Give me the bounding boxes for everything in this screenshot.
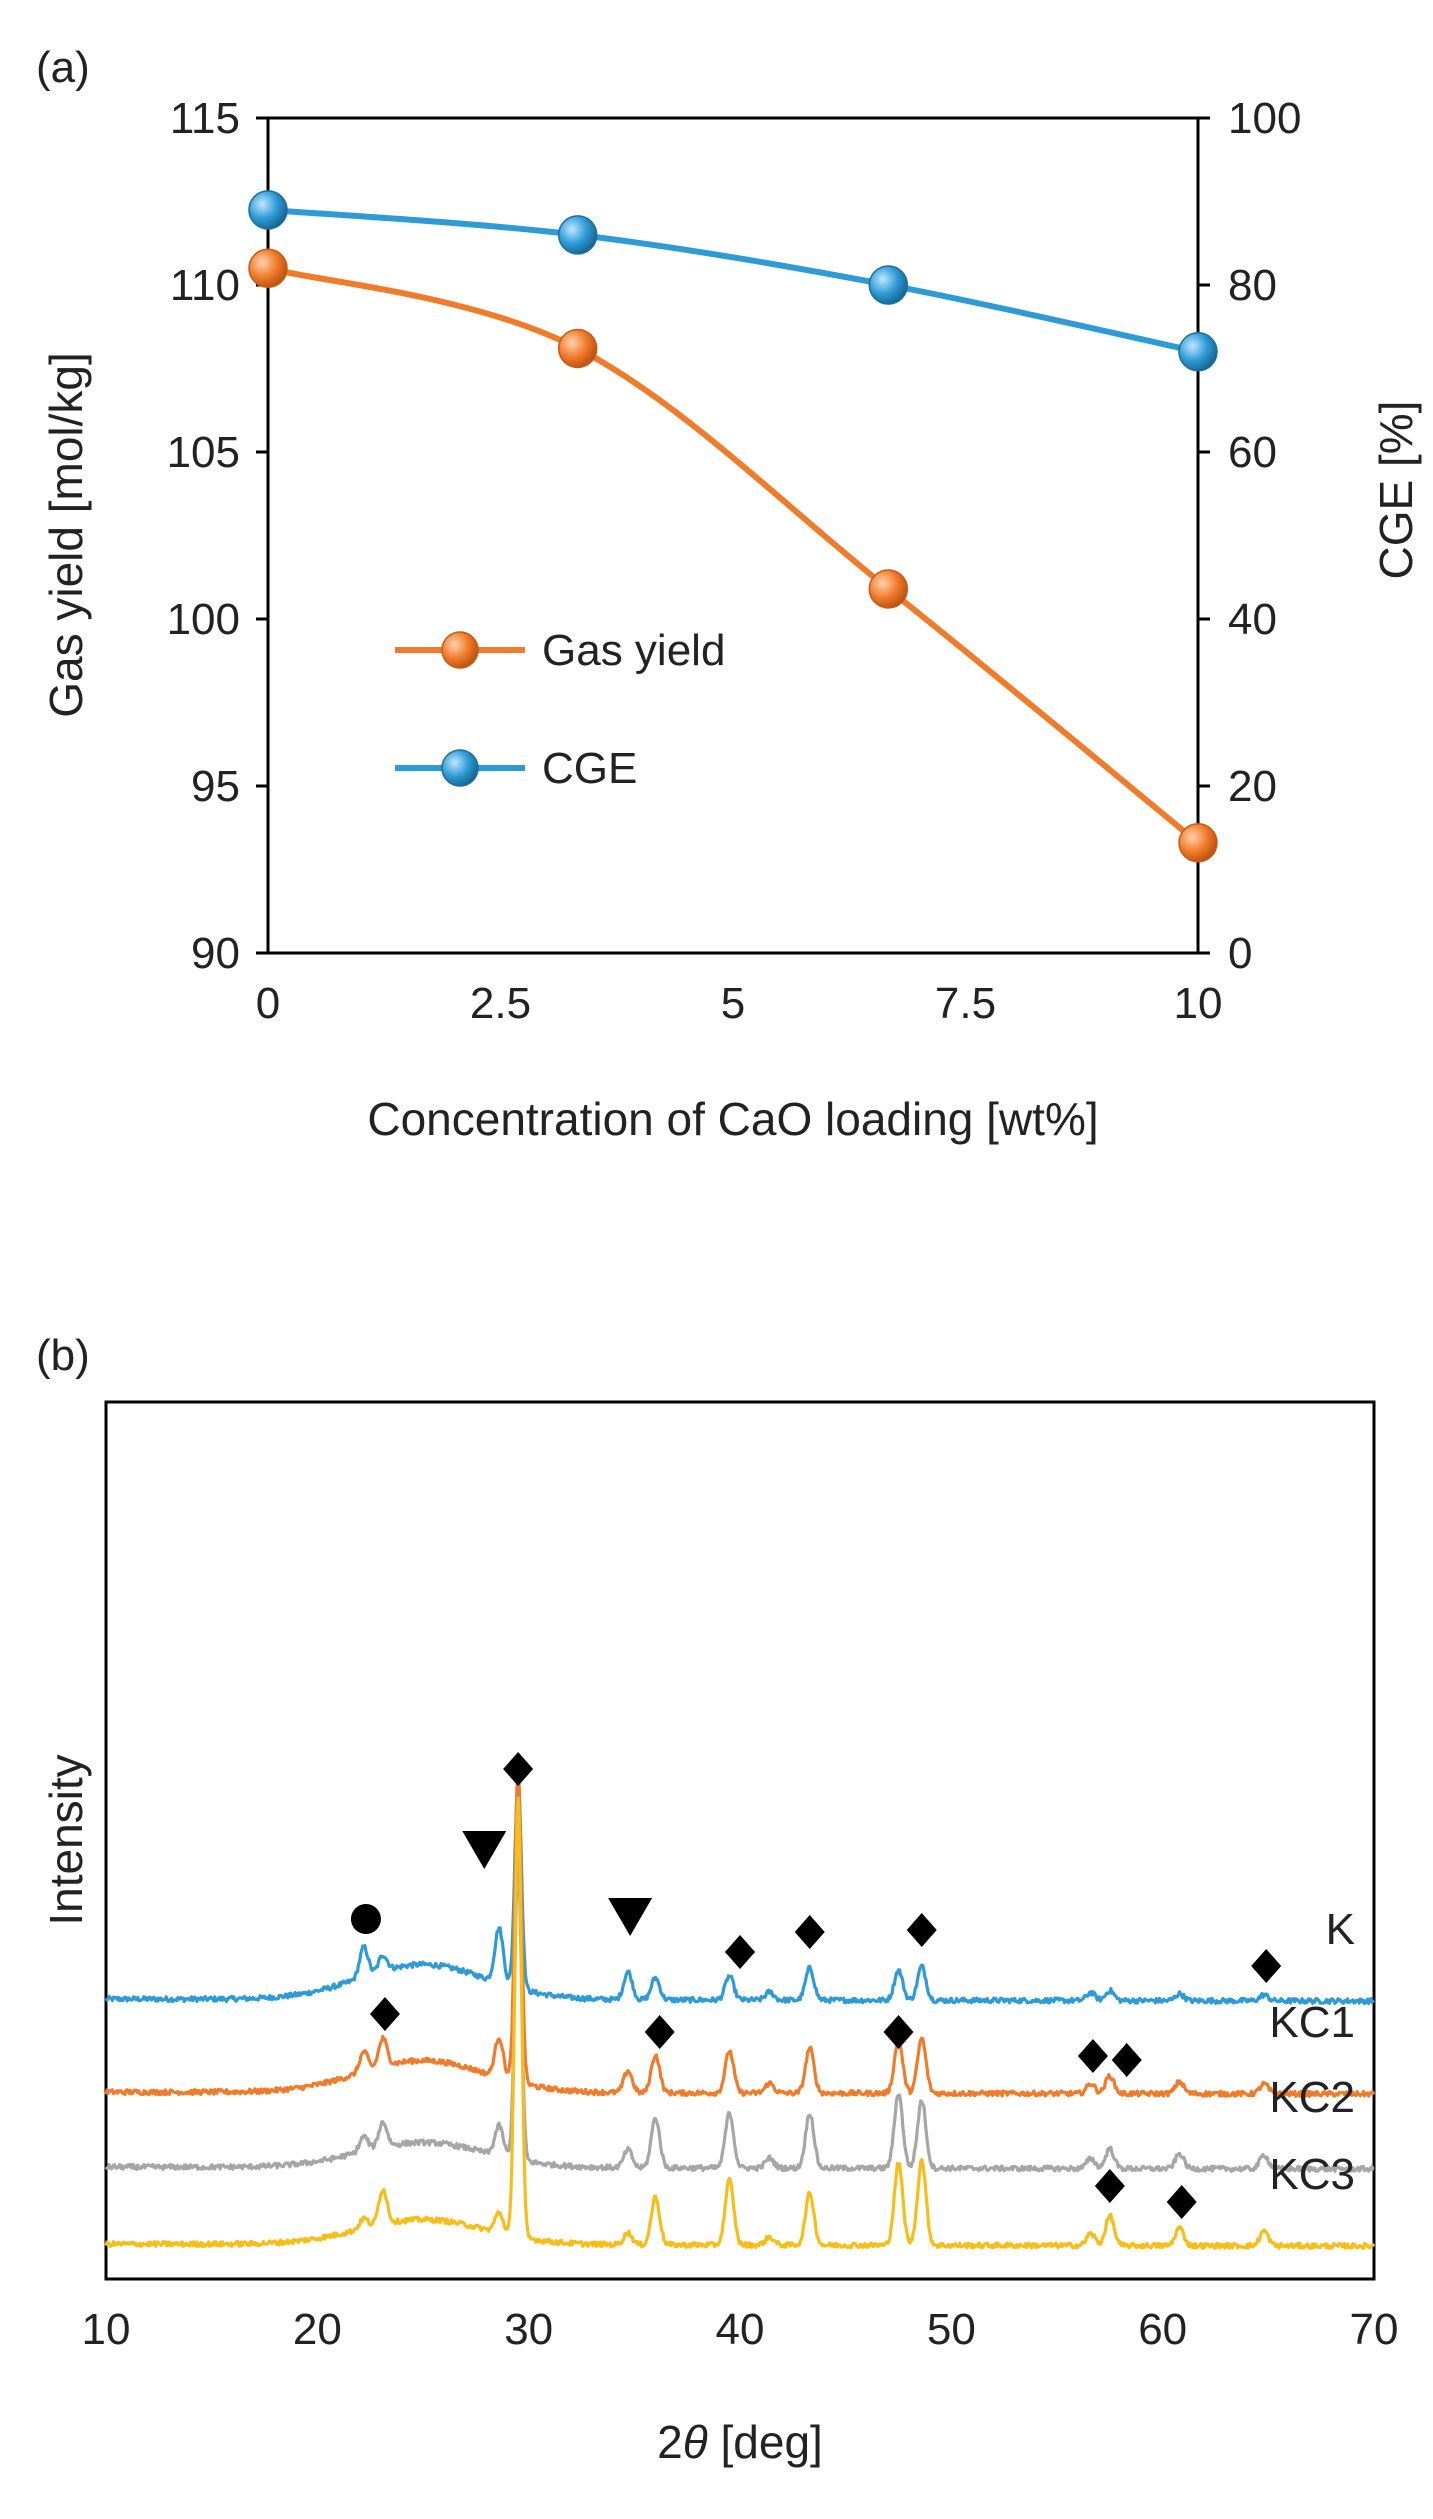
legend-cge-label: CGE [542,744,637,793]
marker-triangle [608,1898,653,1936]
series-cge-point [1178,332,1218,372]
x-label-theta: θ [683,2416,708,2468]
panel-a-y-tick-label: 90 [191,929,240,978]
panel-a-x-tick-label: 0 [256,979,280,1028]
panel-a-x-tick-label: 7.5 [935,979,996,1028]
panel-a-y-ticks: 90 95 100 105 110 115 [167,94,268,978]
panel-a-x-tick-label: 10 [1174,979,1223,1028]
series-KC3-pattern [104,1796,1376,2251]
marker-diamond [1094,2169,1125,2203]
legend-cge-marker [441,749,479,787]
panel-a-y2-tick-label: 40 [1228,595,1277,644]
panel-a-y-tick-label: 105 [167,428,240,477]
series-gas-yield-line [267,265,1200,846]
panel-b-y-axis-label: Intensity [40,1754,92,1925]
marker-diamond [1166,2185,1197,2219]
panel-a-y2-tick-label: 60 [1228,428,1277,477]
x-label-prefix: 2 [657,2416,683,2468]
marker-circle [350,1904,381,1934]
panel-a-y2-tick-label: 100 [1228,94,1301,143]
panel-b-series [104,1768,1376,2251]
panel-b-x-tick-label: 10 [82,2305,131,2354]
panel-b-label: (b) [36,1331,90,1380]
panel-a-y-axis-label: Gas yield [mol/kg] [40,352,92,718]
panel-b-x-tick-label: 40 [716,2305,765,2354]
marker-diamond [503,1752,534,1786]
panel-a-legend: Gas yield CGE [395,626,725,793]
panel-a-y2-axis-label: CGE [%] [1370,401,1422,580]
series-cge-point [868,265,909,305]
series-KC1-pattern [104,1768,1376,2098]
series-label-KC2: KC2 [1269,2073,1355,2122]
legend-gas-yield-label: Gas yield [542,626,725,675]
panel-a-y2-ticks: 0 20 40 60 80 100 [1198,94,1301,978]
x-label-suffix: [deg] [708,2416,823,2468]
panel-a-x-axis-label: Concentration of CaO loading [wt%] [367,1093,1098,1145]
panel-b-x-tick-label: 20 [293,2305,342,2354]
marker-diamond [644,2015,675,2049]
panel-a-y-tick-label: 110 [170,261,240,310]
marker-diamond [794,1915,825,1949]
marker-triangle [462,1831,507,1869]
panel-b-series-labels: K KC1 KC2 KC3 [1269,1905,1355,2199]
panel-a-x-ticks: 0 2.5 5 7.5 10 [256,979,1223,1028]
marker-diamond [1251,1949,1282,1983]
panel-a-x-tick-label: 5 [721,979,745,1028]
panel-a-label: (a) [36,43,90,92]
series-KC2-pattern [104,1857,1375,2173]
panel-a-y-tick-label: 95 [191,762,240,811]
series-label-K: K [1326,1905,1355,1954]
panel-a-y-tick-label: 100 [167,595,240,644]
marker-diamond [883,2015,914,2049]
marker-diamond [1111,2043,1142,2077]
panel-b-x-tick-label: 60 [1138,2305,1187,2354]
panel-a-y2-tick-label: 20 [1228,762,1277,811]
series-label-KC3: KC3 [1269,2150,1355,2199]
series-label-KC1: KC1 [1269,1998,1355,2047]
panel-a-y2-tick-label: 80 [1228,261,1277,310]
series-gas-yield-point [248,248,288,289]
panel-a-y2-tick-label: 0 [1228,929,1252,978]
series-cge-point [557,215,598,255]
panel-a-plot-frame [266,116,1200,955]
panel-a-x-tick-label: 2.5 [470,979,531,1028]
panel-b-x-tick-label: 50 [927,2305,976,2354]
marker-diamond [1077,2039,1108,2073]
legend-gas-yield-marker [441,631,479,669]
series-K-pattern [104,1777,1376,2006]
series-gas-yield-point [557,328,598,369]
panel-b-x-tick-label: 70 [1350,2305,1399,2354]
panel-b-plot-frame [104,1400,1376,2281]
marker-diamond [906,1913,937,1947]
panel-b-x-tick-label: 30 [504,2305,553,2354]
series-cge-point [248,190,288,230]
panel-a-series [248,190,1218,863]
marker-diamond [369,1997,400,2031]
marker-diamond [725,1935,755,1969]
panel-b-x-axis-label: 2θ [deg] [657,2416,823,2468]
panel-a: (a) 0 2.5 5 7.5 10 90 95 100 105 110 115 0 20 40 60 8… [36,43,1422,1145]
series-gas-yield-point [868,569,909,609]
panel-b-phase-markers [350,1752,1282,2219]
series-gas-yield-point [1178,823,1218,863]
panel-b-x-ticks: 10 20 30 40 50 60 70 [82,2305,1399,2354]
series-cge-line [267,206,1199,355]
panel-a-y-tick-label: 115 [170,94,240,143]
